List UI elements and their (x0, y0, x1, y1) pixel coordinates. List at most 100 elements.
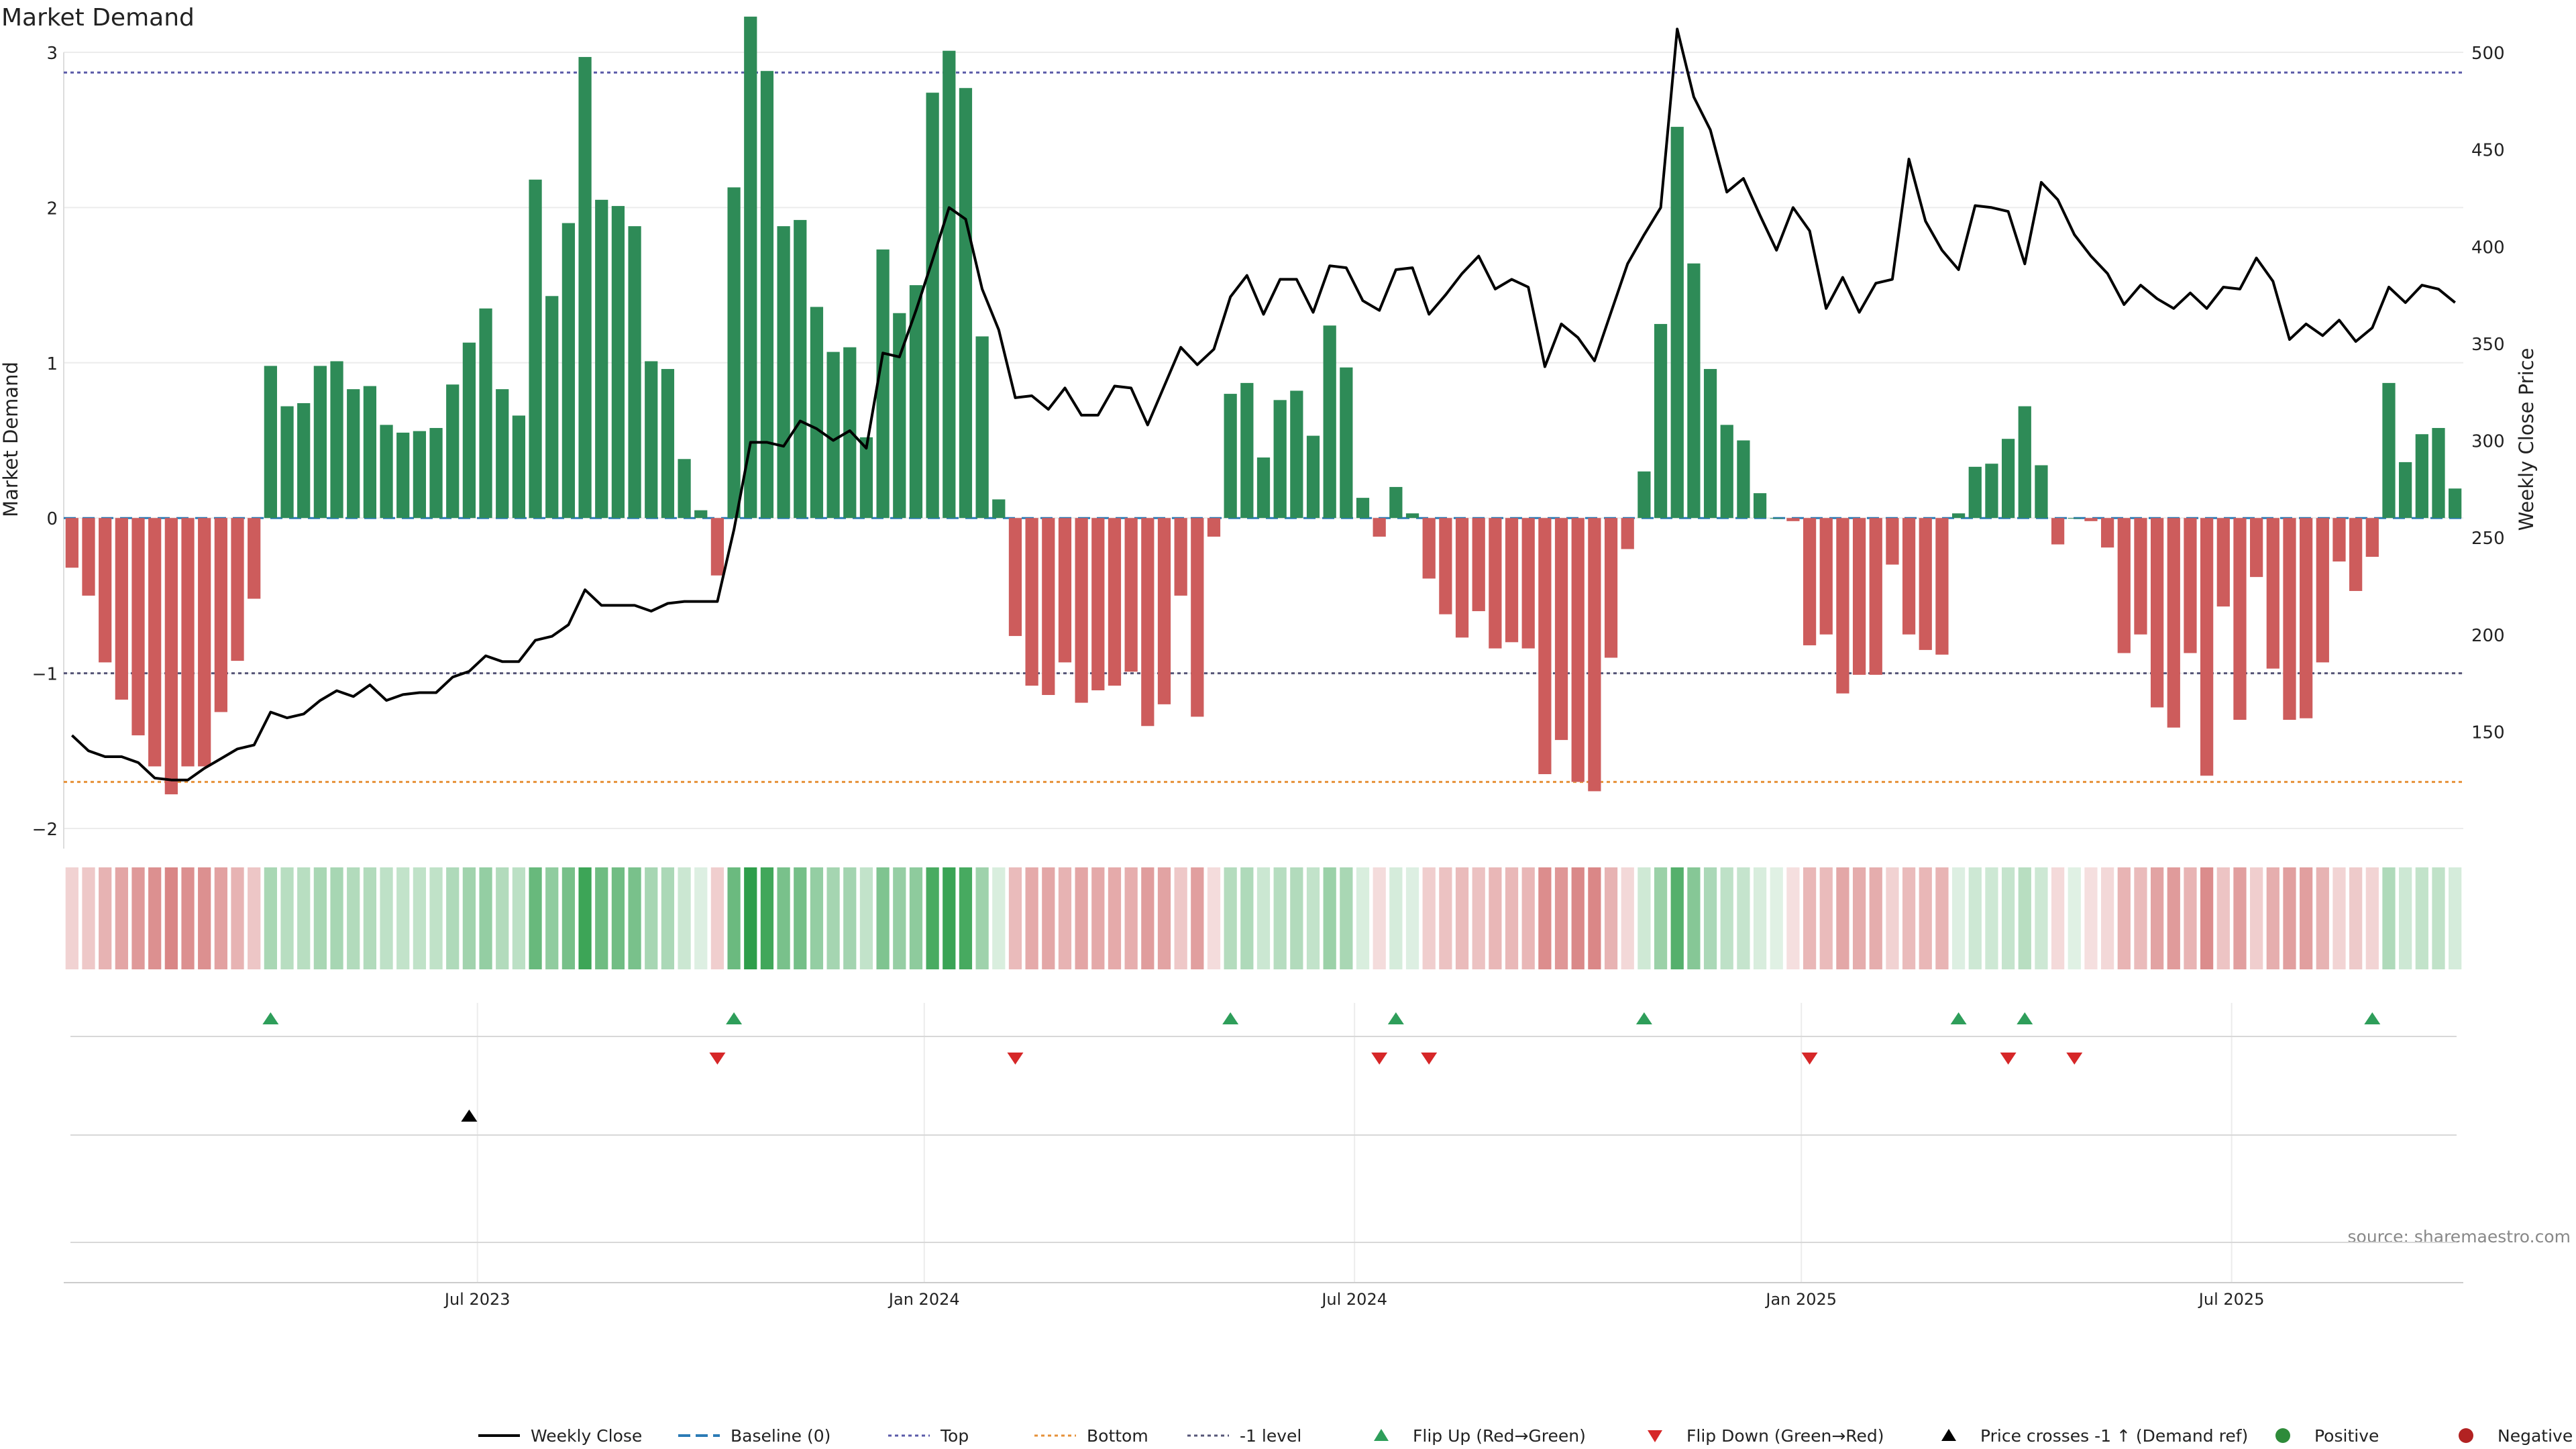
demand-bar-positive (843, 347, 857, 519)
strip-cell (1489, 867, 1502, 969)
demand-bar-positive (380, 425, 393, 519)
demand-bar-negative (1191, 518, 1204, 717)
strip-cell (1554, 867, 1568, 969)
demand-bar-negative (1091, 518, 1105, 691)
y-tick-label-left: 0 (46, 509, 58, 529)
strip-cell (148, 867, 162, 969)
strip-cell (2365, 867, 2379, 969)
strip-cell (2233, 867, 2247, 969)
demand-bar-positive (330, 361, 343, 519)
demand-bar-positive (1405, 513, 1419, 519)
demand-bar-positive (1654, 323, 1668, 519)
demand-bar-positive (545, 296, 559, 519)
source-text: source: sharemaestro.com (2348, 1227, 2571, 1246)
demand-bar-positive (313, 366, 327, 519)
legend-swatch (2275, 1428, 2290, 1443)
strip-cell (859, 867, 873, 969)
demand-bar-positive (2432, 427, 2445, 519)
demand-bar-positive (1951, 513, 1966, 519)
demand-bar-positive (694, 510, 708, 519)
strip-cell (611, 867, 625, 969)
strip-cell (628, 867, 641, 969)
demand-bar-negative (65, 518, 78, 568)
strip-cell (65, 867, 78, 969)
strip-cell (2200, 867, 2214, 969)
flip-up-marker (2017, 1012, 2033, 1024)
demand-bar-positive (2382, 382, 2396, 519)
demand-bar-negative (2250, 518, 2263, 578)
demand-bar-negative (2283, 518, 2296, 720)
demand-bar-negative (1803, 518, 1817, 645)
demand-bar-positive (413, 431, 427, 519)
demand-bar-positive (1638, 471, 1651, 519)
strip-cell (843, 867, 857, 969)
strip-cell (347, 867, 360, 969)
demand-bar-positive (777, 226, 790, 519)
demand-bar-negative (1505, 518, 1519, 643)
demand-bar-negative (2167, 518, 2180, 728)
strip-cell (462, 867, 476, 969)
flip-down-marker (1371, 1053, 1388, 1065)
strip-cell (2117, 867, 2131, 969)
legend-item: -1 level (1187, 1426, 1301, 1446)
demand-bar-negative (2365, 518, 2379, 557)
strip-cell (1869, 867, 1882, 969)
strip-cell (1770, 867, 1783, 969)
strip-cell (1886, 867, 1899, 969)
strip-cell (1174, 867, 1187, 969)
demand-bar-positive (1985, 464, 1998, 519)
strip-cell (1224, 867, 1237, 969)
strip-cell (1340, 867, 1353, 969)
strip-cell (1008, 867, 1022, 969)
demand-bar-negative (1042, 518, 1055, 695)
strip-cell (1654, 867, 1668, 969)
demand-bar-negative (99, 518, 112, 663)
strip-cell (1240, 867, 1254, 969)
demand-bar-positive (2449, 488, 2462, 519)
strip-cell (760, 867, 774, 969)
strip-cell (975, 867, 989, 969)
demand-bar-positive (280, 406, 294, 519)
demand-bar-positive (926, 93, 939, 519)
demand-bar-positive (678, 459, 691, 519)
demand-bar-negative (1124, 518, 1138, 672)
demand-bar-positive (363, 386, 376, 519)
demand-bar-negative (2300, 518, 2313, 718)
strip-cell (1124, 867, 1138, 969)
demand-bar-negative (1621, 518, 1634, 549)
demand-bar-negative (1174, 518, 1187, 596)
strip-cell (545, 867, 559, 969)
y-tick-label-right: 400 (2471, 237, 2505, 258)
strip-cell (2316, 867, 2329, 969)
demand-bar-positive (479, 308, 492, 519)
demand-bar-negative (1058, 518, 1072, 663)
legend-label: Top (940, 1426, 969, 1446)
y-tick-label-left: 3 (46, 44, 58, 64)
strip-cell (2332, 867, 2346, 969)
flip-up-marker (1222, 1012, 1239, 1024)
demand-bar-positive (893, 313, 906, 519)
legend-swatch (1374, 1429, 1389, 1441)
demand-bar-negative (1373, 518, 1386, 537)
demand-bar-negative (181, 518, 195, 767)
demand-bar-negative (1902, 518, 1916, 635)
demand-bar-negative (1207, 518, 1221, 537)
strip-cell (181, 867, 195, 969)
strip-cell (2415, 867, 2428, 969)
strip-cell (2349, 867, 2363, 969)
strip-cell (1588, 867, 1601, 969)
demand-bar-positive (1670, 127, 1684, 519)
strip-cell (164, 867, 178, 969)
demand-bar-negative (2266, 518, 2279, 669)
strip-cell (82, 867, 95, 969)
demand-bar-positive (628, 226, 641, 519)
demand-bar-negative (2051, 518, 2065, 545)
flip-down-marker (2066, 1053, 2083, 1065)
flip-up-marker (1950, 1012, 1967, 1024)
strip-cell (1819, 867, 1833, 969)
strip-cell (2432, 867, 2445, 969)
demand-bar-positive (595, 199, 608, 519)
strip-cell (1373, 867, 1386, 969)
y-tick-label-right: 150 (2471, 722, 2505, 743)
demand-bar-negative (131, 518, 145, 736)
